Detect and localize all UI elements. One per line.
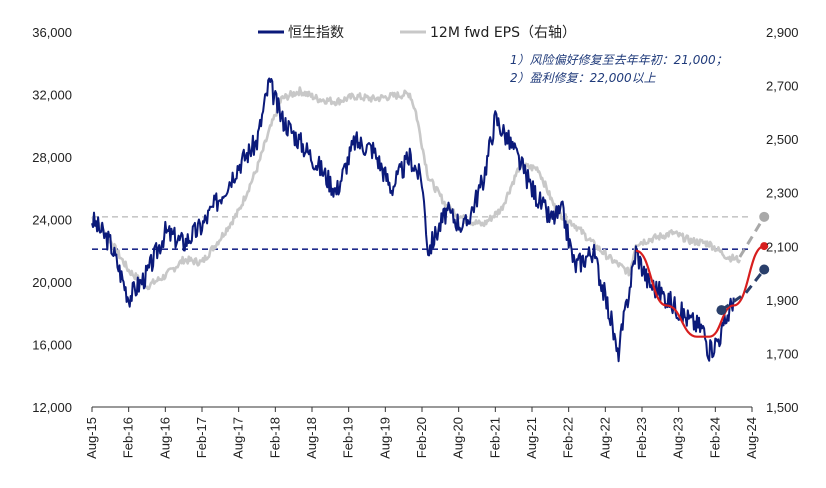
projection-start-dot [716,305,727,316]
y-right-tick-label: 2,300 [766,186,799,201]
x-tick-label: Feb-17 [194,417,209,458]
y-left-tick-label: 36,000 [32,25,72,40]
y-left-tick-label: 28,000 [32,150,72,165]
x-tick-label: Feb-19 [341,417,356,458]
legend-label-hsi: 恒生指数 [288,25,344,41]
x-tick-label: Aug-15 [84,417,99,459]
x-tick-label: Feb-23 [634,417,649,458]
x-tick-label: Feb-22 [561,417,576,458]
projection-dashed-eps [738,216,766,258]
x-tick-label: Aug-18 [304,417,319,459]
x-tick-label: Aug-23 [671,417,686,459]
x-tick-label: Aug-22 [597,417,612,459]
x-tick-label: Feb-21 [487,417,502,458]
y-right-tick-label: 1,500 [766,400,799,415]
projection-end-dot [760,242,769,251]
projection-dashed-hsi [720,268,766,312]
x-tick-label: Feb-16 [121,417,136,458]
legend-label-eps: 12M fwd EPS（右轴） [430,25,576,41]
x-tick-label: Aug-16 [157,417,172,459]
legend: 恒生指数 12M fwd EPS（右轴） [258,25,576,41]
y-right-tick-label: 2,700 [766,79,799,94]
projection-curve-red [635,244,765,338]
annotation-line-1: 1）风险偏好修复至去年年初：21,000； [510,53,728,67]
projection-end-dot [759,264,770,275]
x-tick-label: Aug-24 [744,417,759,459]
annotation-line-2: 2）盈利修复：22,000以上 [510,71,657,85]
y-left-tick-label: 16,000 [32,338,72,353]
x-tick-label: Feb-18 [267,417,282,458]
plot-area [91,77,770,363]
y-right-tick-label: 2,100 [766,239,799,254]
y-right-tick-label: 2,900 [766,25,799,40]
x-tick-label: Aug-17 [231,417,246,459]
y-left-tick-label: 20,000 [32,275,72,290]
y-right-tick-label: 2,500 [766,132,799,147]
y-right-tick-label: 1,900 [766,293,799,308]
y-right-tick-label: 1,700 [766,346,799,361]
projection-end-dot [759,211,770,222]
annotations: 1）风险偏好修复至去年年初：21,000； 2）盈利修复：22,000以上 [510,53,728,85]
x-tick-label: Feb-20 [414,417,429,458]
axes: 12,000 16,000 20,000 24,000 28,000 32,000 36,0… [32,25,798,459]
y-left-tick-label: 24,000 [32,213,72,228]
series-line-hsi [91,77,735,363]
x-tick-label: Aug-20 [451,417,466,459]
y-left-tick-label: 32,000 [32,88,72,103]
x-tick-label: Feb-24 [707,417,722,458]
x-tick-label: Aug-19 [377,417,392,459]
series-line-eps [91,86,741,291]
x-tick-label: Aug-21 [524,417,539,459]
y-left-tick-label: 12,000 [32,400,72,415]
